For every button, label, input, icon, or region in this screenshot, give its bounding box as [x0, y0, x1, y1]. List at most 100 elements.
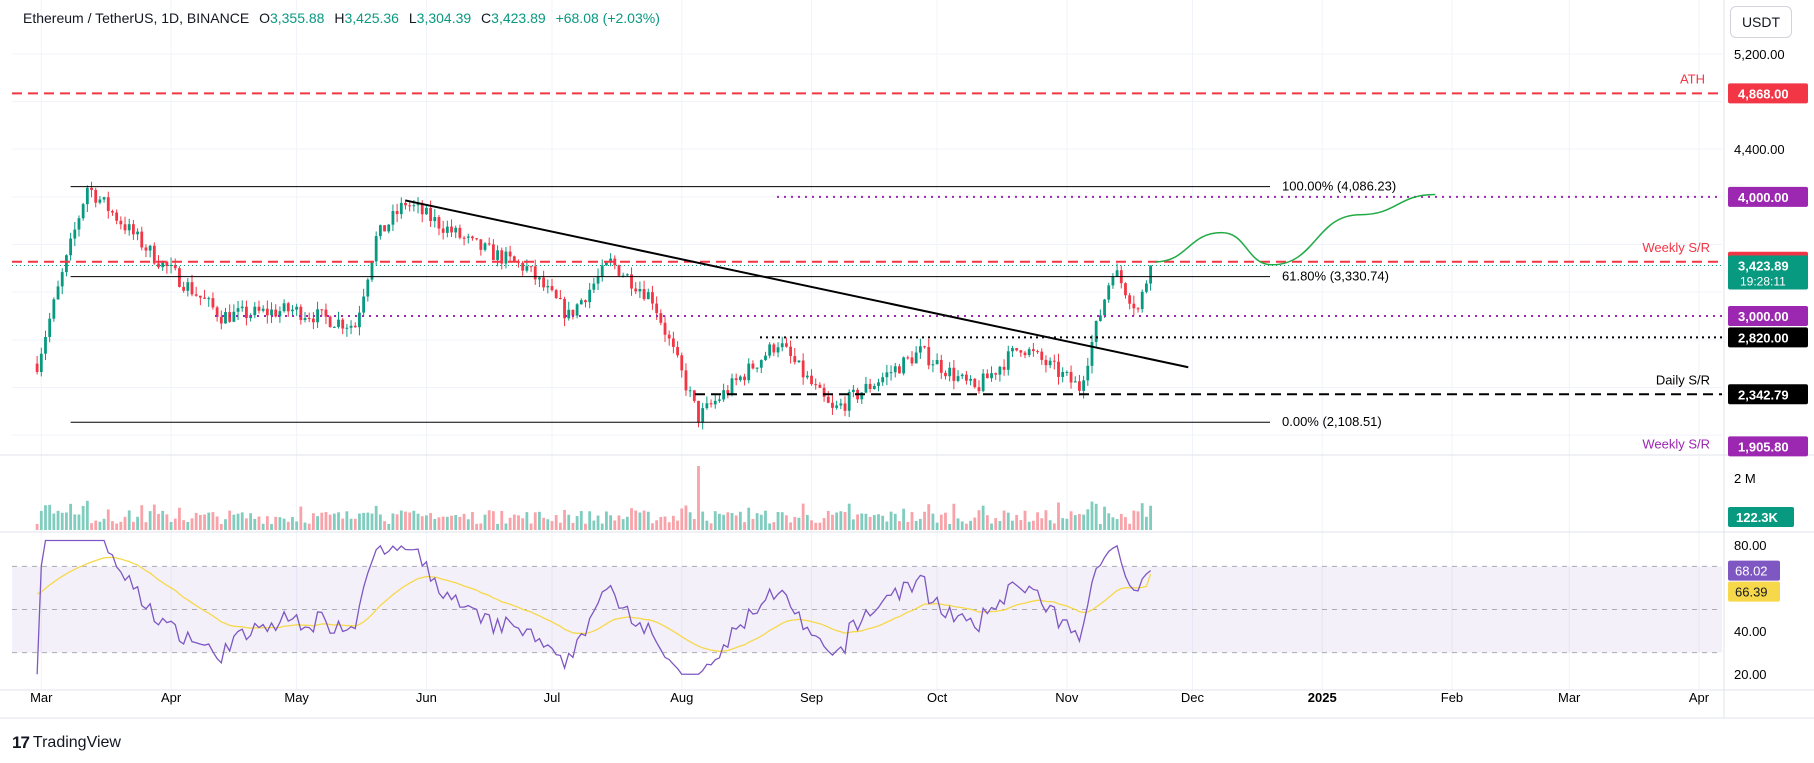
candle — [918, 346, 922, 353]
level-2820-tag-label: 2,820.00 — [1738, 330, 1789, 345]
volume-bar — [60, 512, 64, 530]
volume-bar — [701, 511, 705, 530]
volume-bar — [960, 521, 964, 530]
volume-bar — [194, 512, 198, 530]
candle — [1040, 351, 1044, 360]
volume-bar — [801, 503, 805, 530]
volume-bar — [1061, 518, 1065, 530]
candle — [998, 366, 1002, 375]
volume-bar — [349, 518, 353, 530]
volume-bar — [1128, 523, 1132, 530]
volume-bar — [274, 516, 278, 530]
candle — [399, 202, 403, 215]
volume-bar — [169, 521, 173, 530]
x-tick-label: Oct — [927, 690, 948, 705]
candle — [366, 279, 370, 297]
candle — [1149, 265, 1152, 284]
volume-bar — [182, 520, 186, 530]
volume-bar — [990, 523, 993, 530]
volume-bar — [898, 521, 901, 530]
volume-bar — [341, 518, 345, 530]
volume-bar — [910, 512, 914, 530]
level-3000-tag — [1728, 305, 1808, 326]
volume-bar — [98, 521, 102, 530]
volume-bar — [592, 520, 596, 530]
volume-bar — [814, 522, 818, 530]
volume-bar — [973, 517, 977, 530]
volume-bar — [550, 521, 554, 530]
candle — [404, 202, 407, 206]
volume-bar — [588, 511, 592, 530]
candle — [491, 244, 495, 261]
volume-bar — [1015, 515, 1019, 530]
volume-bar — [625, 516, 629, 530]
candle — [270, 309, 273, 316]
candle — [621, 275, 625, 277]
volume-bar — [965, 523, 968, 530]
volume-bar — [366, 512, 370, 530]
candle — [111, 211, 114, 213]
candle — [44, 336, 47, 354]
candle — [144, 247, 148, 251]
volume-bar — [186, 521, 190, 530]
currency-selector[interactable]: USDT — [1730, 6, 1792, 38]
candle — [847, 392, 851, 411]
volume-bar — [529, 523, 533, 530]
candle — [458, 227, 462, 238]
candle — [274, 309, 278, 317]
candle — [701, 408, 705, 423]
candle — [387, 224, 391, 232]
candle — [864, 383, 868, 393]
volume-bar — [35, 523, 39, 530]
volume-bar — [793, 516, 797, 530]
open-value: 3,355.88 — [269, 10, 325, 26]
candle — [496, 250, 499, 261]
candle — [902, 357, 906, 374]
candle — [600, 265, 604, 277]
candle — [98, 199, 102, 203]
volume-bar — [1082, 514, 1086, 530]
volume-bar — [450, 515, 453, 530]
candle — [730, 378, 734, 394]
candle — [655, 303, 659, 314]
candle — [990, 373, 993, 379]
candle — [311, 318, 315, 323]
tv-icon: 17 — [12, 733, 30, 752]
candle — [1082, 380, 1086, 391]
candle — [605, 262, 608, 266]
change-value: +68.08 (+2.03%) — [555, 10, 660, 26]
candle — [713, 400, 717, 405]
volume-bar — [1094, 503, 1098, 530]
candle — [609, 258, 612, 263]
volume-bar — [835, 512, 839, 530]
volume-bar — [391, 513, 395, 530]
candle — [1031, 349, 1035, 352]
fib-0-label: 0.00% (2,108.51) — [1282, 414, 1382, 429]
y-tick-label: 5,200.00 — [1734, 47, 1785, 62]
rsi-value-tag — [1728, 560, 1780, 581]
rsi-tick-label: 80.00 — [1734, 538, 1767, 553]
volume-bar — [56, 510, 60, 530]
candle — [646, 292, 650, 300]
volume-bar — [918, 518, 922, 530]
candle — [642, 289, 646, 300]
candle — [165, 261, 169, 267]
candle — [722, 390, 726, 400]
candle — [956, 376, 960, 381]
candle — [810, 375, 813, 385]
volume-bar — [533, 512, 537, 530]
candle — [1002, 366, 1006, 370]
candle — [1027, 349, 1031, 356]
volume-bar — [563, 509, 566, 530]
volume-bar — [374, 505, 378, 530]
daily-sr-tag — [1728, 384, 1808, 405]
volume-bar — [575, 516, 579, 530]
volume-bar — [286, 521, 290, 530]
tradingview-logo[interactable]: 17 TradingView — [12, 733, 121, 753]
candle — [659, 313, 663, 323]
volume-bar — [508, 517, 512, 530]
candle — [822, 387, 826, 397]
volume-bar — [111, 521, 114, 530]
volume-bar — [751, 518, 755, 530]
